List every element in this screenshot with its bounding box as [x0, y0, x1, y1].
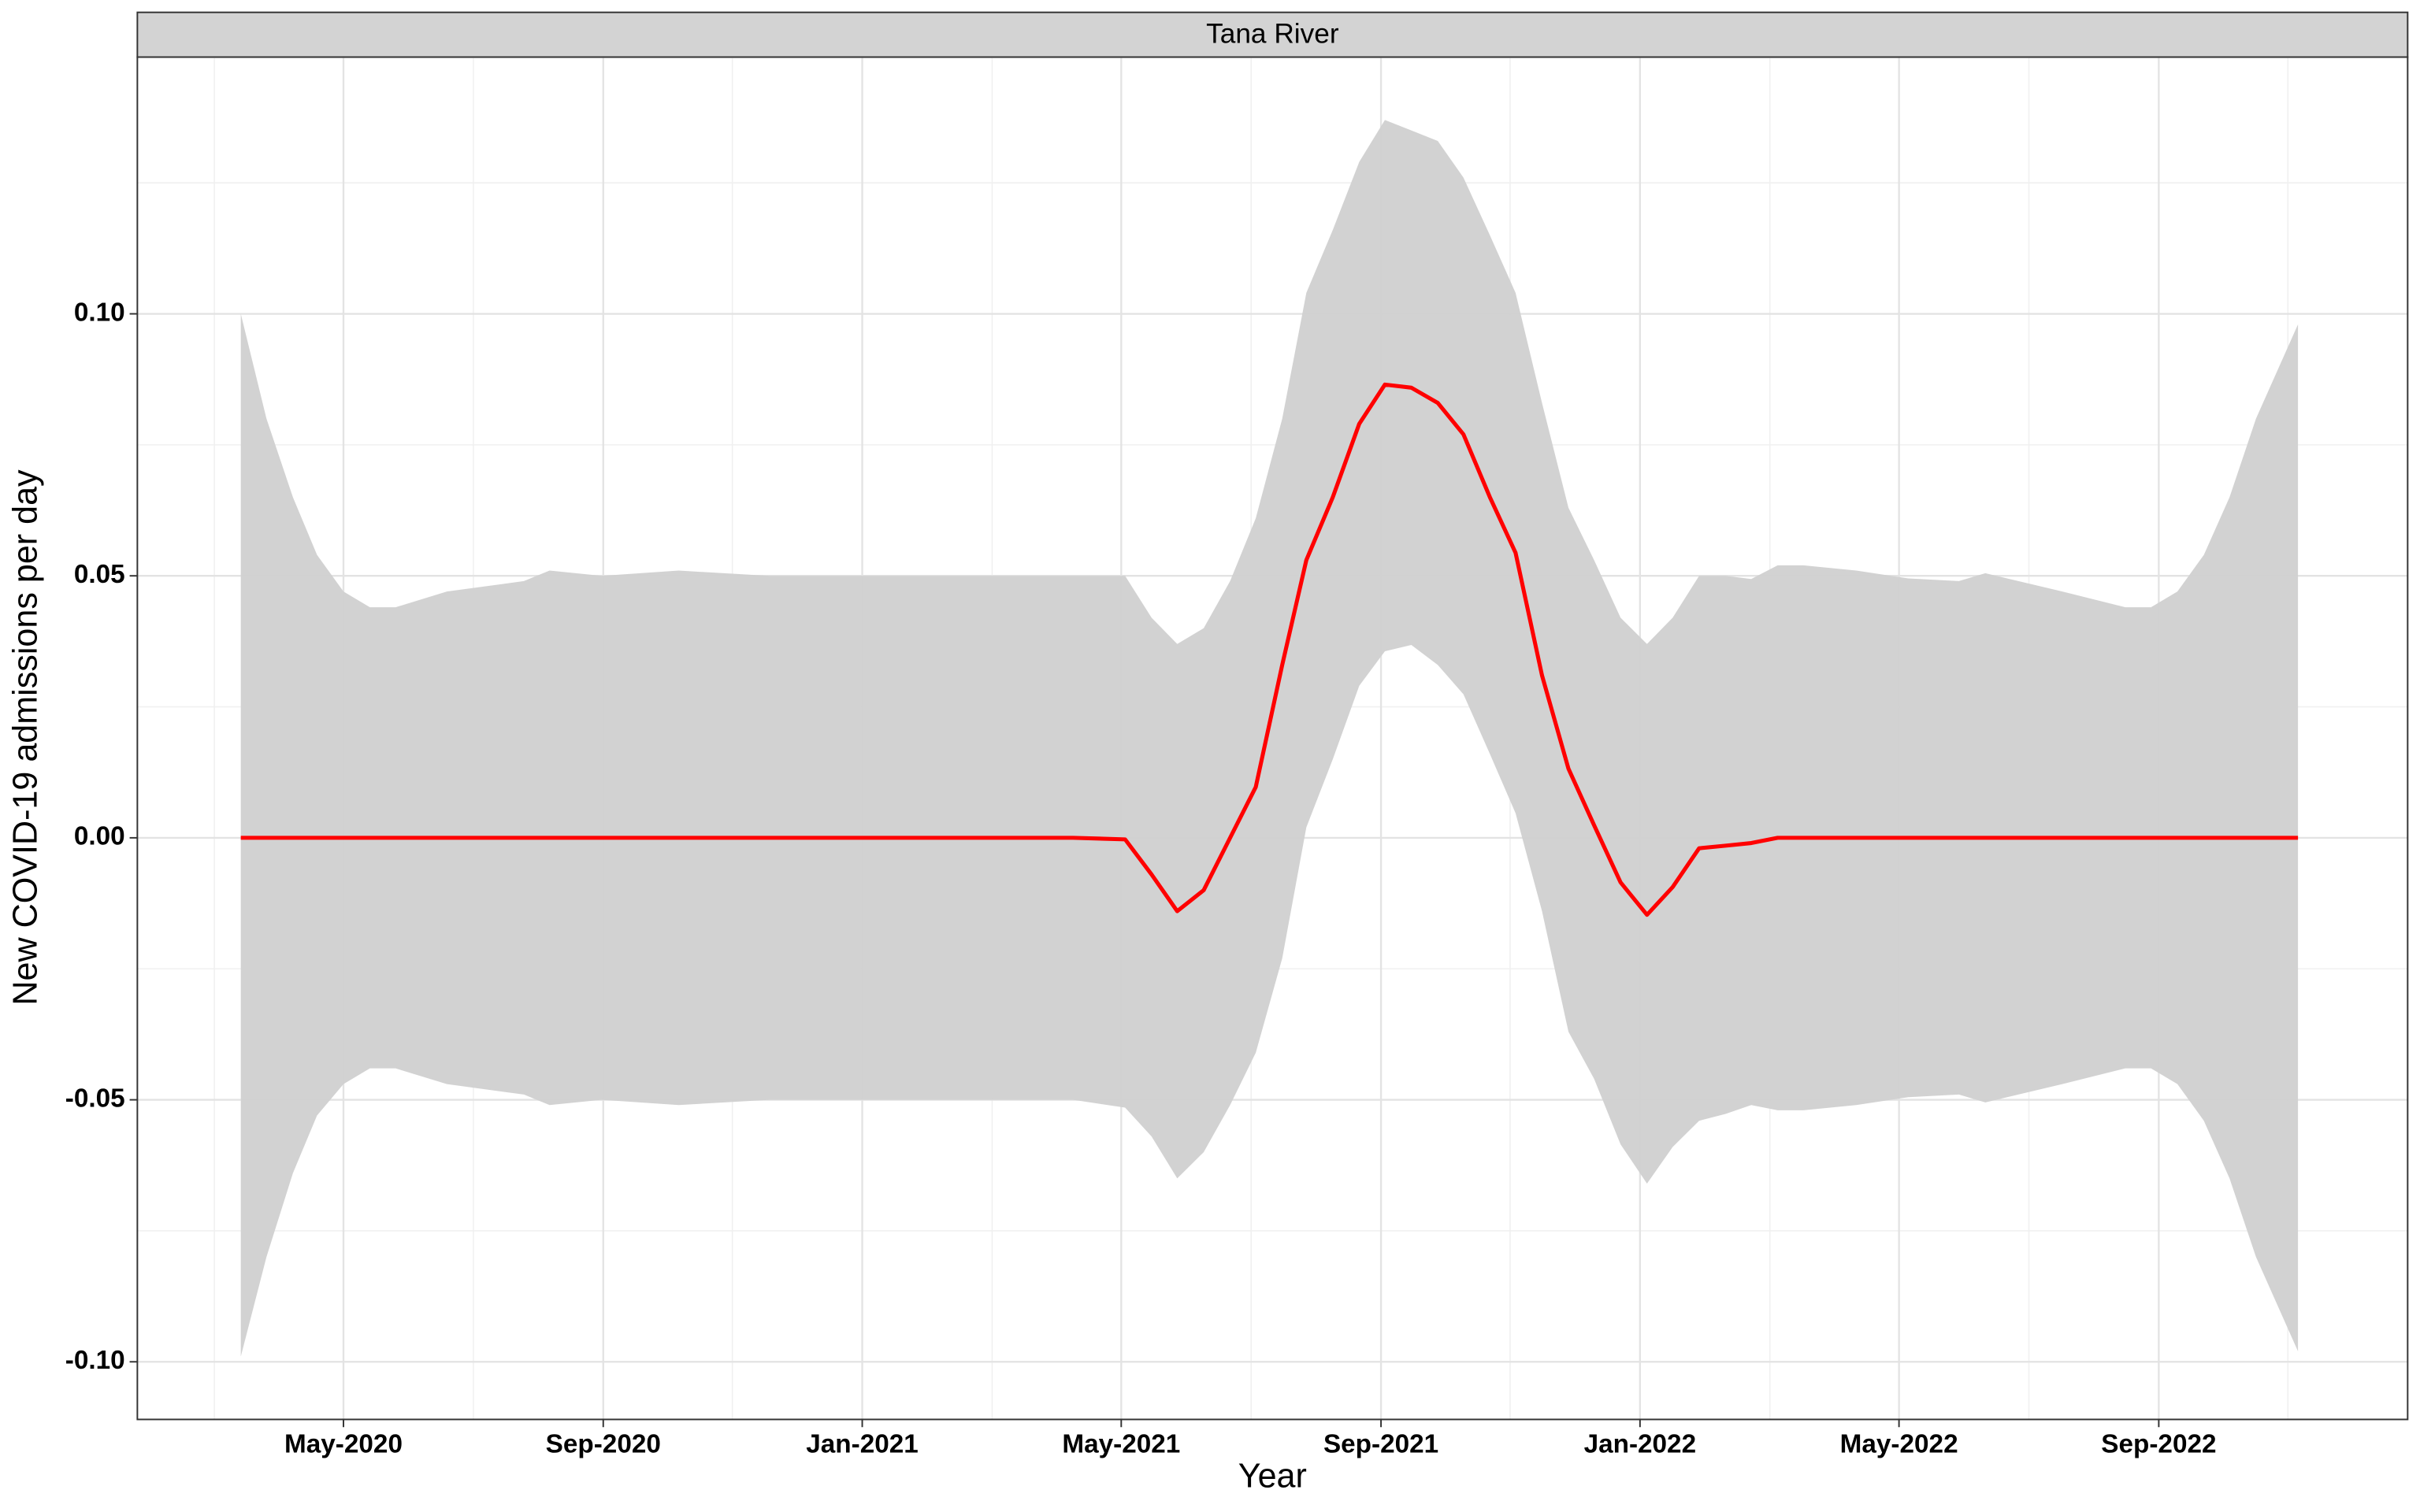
panel-strip: [136, 11, 2409, 58]
plot-border: [136, 56, 2409, 1421]
x-axis-title: Year: [1238, 1457, 1307, 1495]
panel-title: Tana River: [1206, 18, 1339, 49]
confidence-band: [240, 120, 2299, 1357]
y-tick-label: 0.00: [74, 822, 125, 851]
x-tick-label: May-2021: [1062, 1430, 1180, 1459]
y-tick-label: -0.10: [65, 1346, 125, 1375]
x-tick-label: Sep-2022: [2101, 1430, 2216, 1459]
y-axis-title: New COVID-19 admissions per day: [7, 469, 45, 1006]
y-tick-label: 0.10: [74, 298, 125, 327]
x-tick-label: Sep-2020: [546, 1430, 661, 1459]
x-tick-label: Sep-2021: [1323, 1430, 1438, 1459]
x-tick-label: May-2020: [284, 1430, 403, 1459]
mean-line: [240, 382, 2299, 917]
y-tick-label: -0.05: [65, 1084, 125, 1113]
x-tick-label: May-2022: [1840, 1430, 1958, 1459]
x-tick-label: Jan-2021: [806, 1430, 919, 1459]
x-tick-label: Jan-2022: [1584, 1430, 1697, 1459]
y-tick-label: 0.05: [74, 560, 125, 589]
